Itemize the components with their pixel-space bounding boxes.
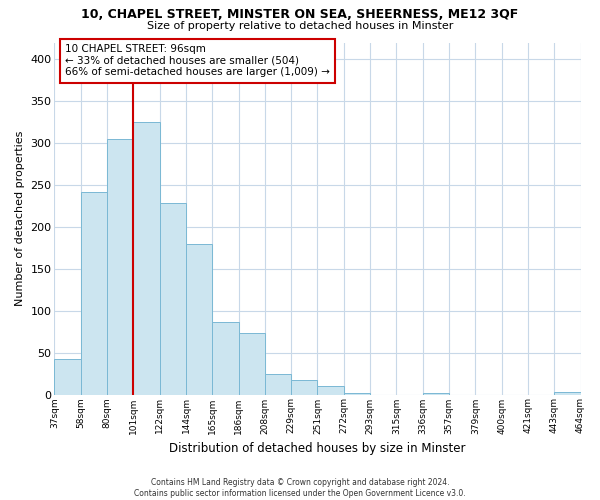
Bar [291, 380, 317, 394]
Bar [133, 122, 160, 394]
Bar [160, 204, 186, 394]
Bar [212, 322, 239, 394]
X-axis label: Distribution of detached houses by size in Minster: Distribution of detached houses by size … [169, 442, 466, 455]
Bar [265, 374, 291, 394]
Bar [186, 244, 212, 394]
Bar [107, 139, 133, 394]
Bar [55, 360, 81, 394]
Text: 10 CHAPEL STREET: 96sqm
← 33% of detached houses are smaller (504)
66% of semi-d: 10 CHAPEL STREET: 96sqm ← 33% of detache… [65, 44, 330, 78]
Text: Size of property relative to detached houses in Minster: Size of property relative to detached ho… [147, 21, 453, 31]
Bar [239, 334, 265, 394]
Y-axis label: Number of detached properties: Number of detached properties [15, 131, 25, 306]
Bar [422, 393, 449, 394]
Bar [344, 393, 370, 394]
Bar [317, 386, 344, 394]
Bar [81, 192, 107, 394]
Text: 10, CHAPEL STREET, MINSTER ON SEA, SHEERNESS, ME12 3QF: 10, CHAPEL STREET, MINSTER ON SEA, SHEER… [82, 8, 518, 20]
Text: Contains HM Land Registry data © Crown copyright and database right 2024.
Contai: Contains HM Land Registry data © Crown c… [134, 478, 466, 498]
Bar [554, 392, 581, 394]
